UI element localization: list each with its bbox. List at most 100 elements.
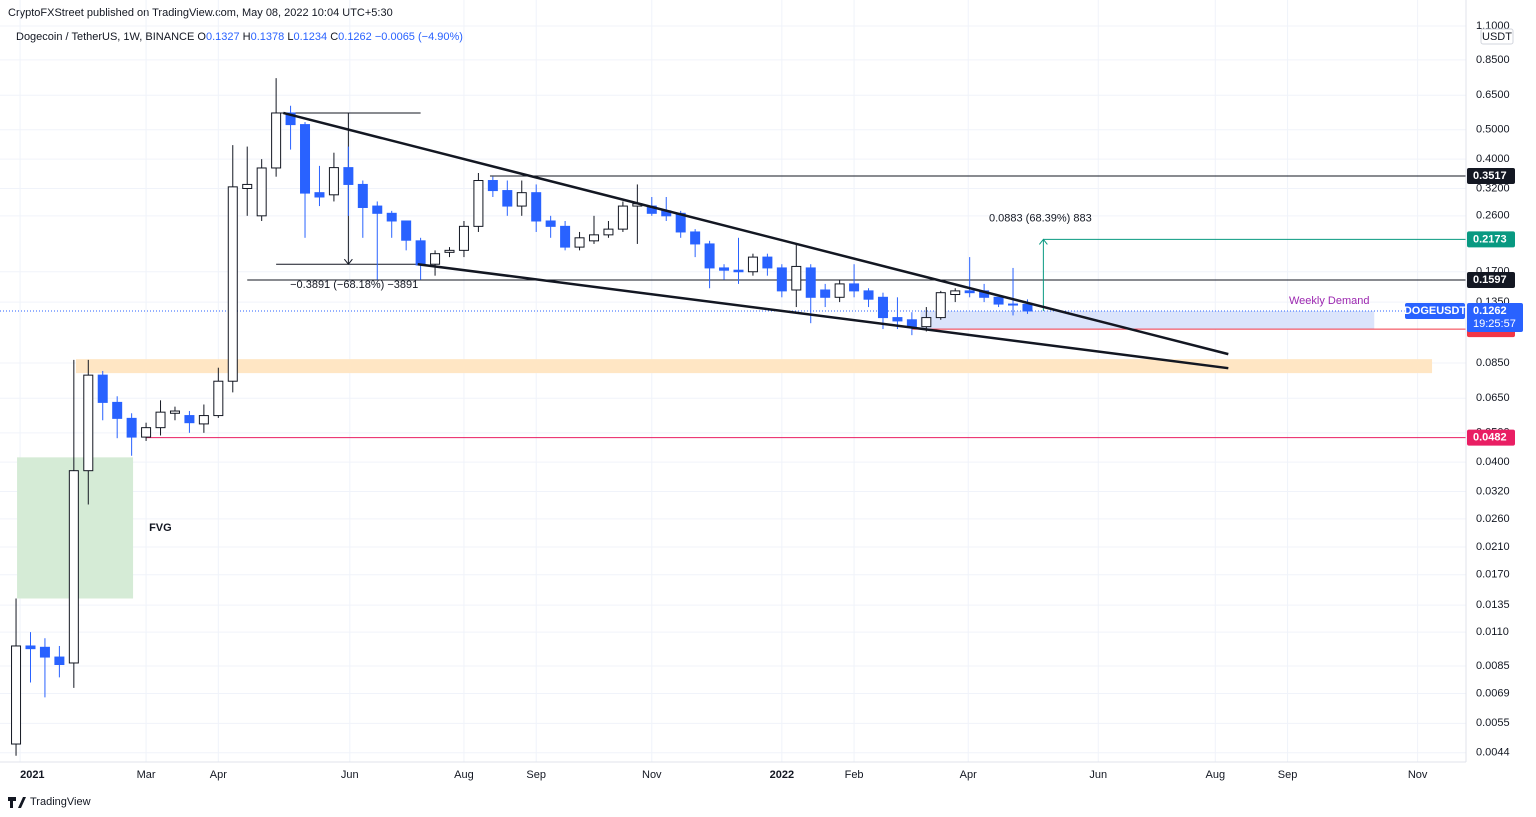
zone: [920, 310, 1375, 330]
price-axis-bg: [1466, 0, 1536, 817]
candle-body: [950, 290, 961, 296]
candle-body: [256, 167, 267, 217]
candle-body: [458, 225, 469, 251]
y-tick-label: 0.5000: [1476, 124, 1510, 136]
candle-body: [820, 289, 831, 298]
candle-body: [906, 319, 917, 328]
legend-item: O: [197, 31, 206, 43]
candle-body: [776, 267, 787, 292]
countdown: 19:25:57: [1473, 318, 1516, 330]
candle-body: [473, 180, 484, 227]
candle-body: [892, 317, 903, 322]
zone: [76, 359, 1433, 374]
legend-item: 0.1327: [206, 31, 240, 43]
symbol-box: [1405, 302, 1465, 319]
candle-body: [169, 410, 180, 414]
x-tick-label: Mar: [137, 769, 156, 781]
y-tick-label: 0.0260: [1476, 513, 1510, 525]
candle-body: [589, 234, 600, 242]
candle-body: [430, 253, 441, 265]
candle-body: [1008, 303, 1019, 306]
candle-body: [357, 183, 368, 208]
candle-body: [39, 646, 50, 658]
candle-body: [877, 296, 888, 319]
level-tag: 0.1597: [1473, 274, 1507, 286]
level-tag: 0.0482: [1473, 432, 1507, 444]
candle-body: [444, 249, 455, 253]
trendline: [417, 262, 1229, 370]
candle-body: [560, 225, 571, 248]
x-tick-label: Nov: [642, 769, 662, 781]
candle-body: [704, 243, 715, 269]
candle-body: [155, 411, 166, 429]
candle-body: [68, 470, 79, 664]
y-tick-label: 0.2600: [1476, 210, 1510, 222]
candle-body: [343, 167, 354, 185]
candle-body: [603, 228, 614, 236]
unit-label: USDT: [1482, 31, 1512, 43]
candle-body: [97, 374, 108, 403]
x-tick-label: 2021: [20, 769, 44, 781]
candle-body: [863, 290, 874, 300]
legend-item: 0.1378: [251, 31, 285, 43]
y-tick-label: 0.0135: [1476, 599, 1510, 611]
candle-body: [25, 645, 36, 650]
y-tick-label: 0.0850: [1476, 357, 1510, 369]
candle-body: [415, 240, 426, 266]
x-tick-label: Feb: [845, 769, 864, 781]
candle-body: [690, 231, 701, 245]
x-tick-label: Aug: [1206, 769, 1226, 781]
legend-item: H: [243, 31, 251, 43]
legend-item: 0.1262: [338, 31, 372, 43]
x-tick-label: Apr: [960, 769, 977, 781]
candle-body: [112, 401, 123, 419]
candle-body: [719, 267, 730, 271]
legend-item: Dogecoin / TetherUS, 1W, BINANCE: [16, 31, 194, 43]
trendline: [283, 111, 1229, 356]
last-price-tag: 0.1262: [1473, 305, 1507, 317]
level-tag: 0.2173: [1473, 233, 1507, 245]
candle-body: [54, 656, 65, 665]
y-tick-label: 0.8500: [1476, 54, 1510, 66]
published-note: CryptoFXStreet published on TradingView.…: [8, 7, 393, 19]
candle-body: [328, 167, 339, 196]
candle-body: [198, 415, 209, 425]
candle-body: [502, 190, 513, 207]
y-tick-label: 0.3200: [1476, 182, 1510, 194]
x-tick-label: Nov: [1408, 769, 1428, 781]
zone-label: FVG: [149, 522, 172, 534]
y-tick-label: 0.0055: [1476, 717, 1510, 729]
y-tick-label: 0.0085: [1476, 660, 1510, 672]
measure-label: −0.3891 (−68.18%) −3891: [290, 279, 418, 291]
legend: Dogecoin / TetherUS, 1W, BINANCE O0.1327…: [16, 31, 463, 43]
zone-label: Weekly Demand: [1289, 295, 1370, 307]
candle-body: [1022, 303, 1033, 312]
unit-box: [1480, 28, 1514, 45]
candle-body: [574, 237, 585, 248]
candle-body: [386, 212, 397, 222]
candle-body: [617, 205, 628, 230]
y-tick-label: 0.0170: [1476, 569, 1510, 581]
y-tick-label: 0.0650: [1476, 392, 1510, 404]
measure-arrow: [1038, 238, 1048, 245]
candle-body: [213, 380, 224, 417]
candle-body: [285, 112, 296, 126]
x-tick-label: Aug: [454, 769, 474, 781]
candle-body: [747, 256, 758, 273]
candle-body: [83, 374, 94, 472]
candle-body: [921, 317, 932, 328]
brand: TradingView: [30, 796, 91, 808]
candle-body: [126, 417, 137, 438]
y-tick-label: 0.0210: [1476, 541, 1510, 553]
candle-body: [11, 645, 22, 745]
candle-body: [964, 290, 975, 294]
candle-body: [314, 192, 325, 198]
candle-body: [993, 296, 1004, 305]
legend-item: C: [330, 31, 338, 43]
x-tick-label: Sep: [1278, 769, 1298, 781]
candle-body: [834, 283, 845, 298]
level-tag-box: [1467, 168, 1515, 185]
candle-body: [242, 183, 253, 189]
x-tick-label: Jun: [341, 769, 359, 781]
x-tick-label: 2022: [770, 769, 794, 781]
